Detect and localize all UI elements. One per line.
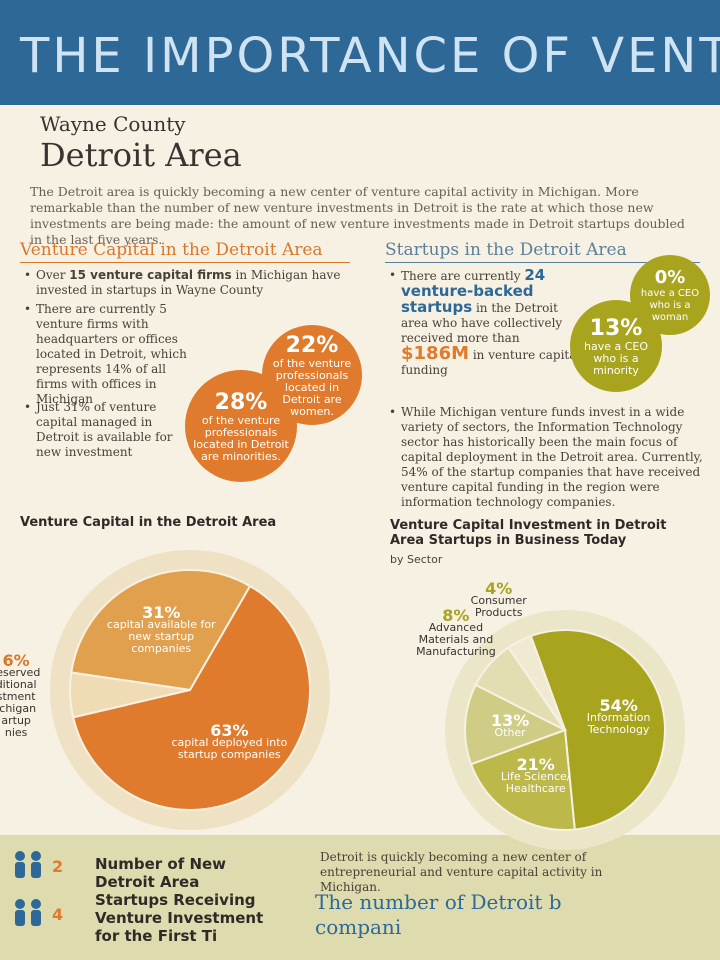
- pie-value-label: 13%: [490, 710, 530, 730]
- stat-value: 0%: [654, 266, 686, 288]
- bullet: Over 15 venture capital firms in Michiga…: [24, 268, 356, 298]
- pie-value-label: 8%: [442, 606, 470, 626]
- text: in venture capital funding: [401, 348, 581, 377]
- county: Wayne County: [40, 112, 186, 136]
- pie-slice: [529, 629, 666, 831]
- intro: The Detroit area is quickly becoming a n…: [30, 184, 685, 247]
- pie-value-label: 4%: [485, 579, 513, 599]
- pie-category-label: Advanced Materials and Manufacturing: [416, 621, 496, 659]
- big-text: $186M: [401, 343, 470, 364]
- count: 4: [52, 905, 64, 924]
- bullet: There are currently 5 venture firms with…: [24, 302, 196, 407]
- title-band: [0, 0, 720, 105]
- pie-label: 4% Consumer Products: [454, 579, 544, 620]
- bold-text: 15 venture capital firms: [69, 268, 232, 282]
- stat-text: of the venture professionals located in …: [272, 356, 352, 418]
- pie-value-label: 6%: [2, 651, 30, 671]
- pie-label: 13% Other: [450, 710, 570, 739]
- pie-title: Venture Capital Investment in Detroit Ar…: [390, 518, 667, 548]
- pie-category-label: capital available for new startup compan…: [106, 617, 216, 655]
- people-icons: [15, 851, 41, 926]
- bullet: While Michigan venture funds invest in a…: [389, 405, 706, 510]
- footer-heading: Number of New Detroit Area Startups Rece…: [95, 855, 264, 945]
- left-heading: Venture Capital in the Detroit Area: [20, 240, 350, 263]
- pie-category-label: Life Science/ Healthcare: [500, 769, 571, 795]
- stat-text: have a CEO who is a woman: [640, 287, 700, 323]
- area: Detroit Area: [40, 136, 242, 174]
- pie-chart: [50, 550, 330, 830]
- pie-value-label: 21%: [516, 754, 555, 774]
- text: in the Detroit area who have collectivel…: [401, 301, 563, 345]
- stat-circle: 22% of the venture professionals located …: [262, 325, 362, 425]
- pie-value-label: 54%: [599, 695, 638, 715]
- text: in Michigan have invested in startups in…: [36, 268, 341, 297]
- footer-band: [0, 835, 720, 960]
- pie-slice: [464, 683, 568, 766]
- count: 2: [52, 857, 64, 876]
- pie-value-label: 63%: [210, 720, 249, 740]
- bold-text: 24 venture-backed startups: [401, 266, 546, 316]
- stat-text: of the venture professionals located in …: [193, 413, 289, 463]
- right-heading: Startups in the Detroit Area: [385, 240, 700, 263]
- stat-value: 28%: [214, 389, 268, 415]
- footer-big: The number of Detroit b: [315, 890, 562, 914]
- pie-subtitle: by Sector: [390, 553, 443, 566]
- pie-slice: [71, 584, 311, 811]
- bullet: Just 31% of venture capital managed in D…: [24, 400, 196, 460]
- pie-category-label: capital deployed into startup companies: [171, 735, 288, 761]
- pie-chart: [445, 610, 685, 850]
- text: There are currently: [401, 269, 525, 283]
- footer-big: compani: [315, 915, 402, 939]
- pie-label: 31% capital available for new startup com…: [101, 602, 221, 655]
- page-title: THE IMPORTANCE OF VENTUR: [20, 28, 720, 84]
- stat-value: 22%: [285, 332, 339, 358]
- pie-label: 54% Information Technology: [559, 695, 679, 736]
- pie-title: Venture Capital in the Detroit Area: [20, 515, 277, 530]
- pie-label: 21% Life Science/ Healthcare: [476, 754, 596, 795]
- footer-text: Detroit is quickly becoming a new center…: [320, 850, 603, 894]
- pie-category-label: Consumer Products: [470, 594, 527, 620]
- pie-category-label: Other: [494, 725, 526, 739]
- pie-category-label: Information Technology: [586, 710, 651, 736]
- text: Over: [36, 268, 70, 282]
- pie-value-label: 31%: [142, 602, 181, 622]
- pie-slice: [70, 569, 252, 692]
- stat-value: 13%: [589, 315, 643, 341]
- pie-label: 63% capital deployed into startup compani…: [169, 720, 289, 761]
- stat-circle: 0% have a CEO who is a woman: [630, 255, 710, 335]
- pie-slice: [507, 634, 566, 731]
- pie-label: 8% Advanced Materials and Manufacturing: [411, 606, 501, 659]
- bullet: There are currently 24 venture-backed st…: [389, 268, 586, 378]
- stat-text: have a CEO who is a minority: [583, 339, 648, 377]
